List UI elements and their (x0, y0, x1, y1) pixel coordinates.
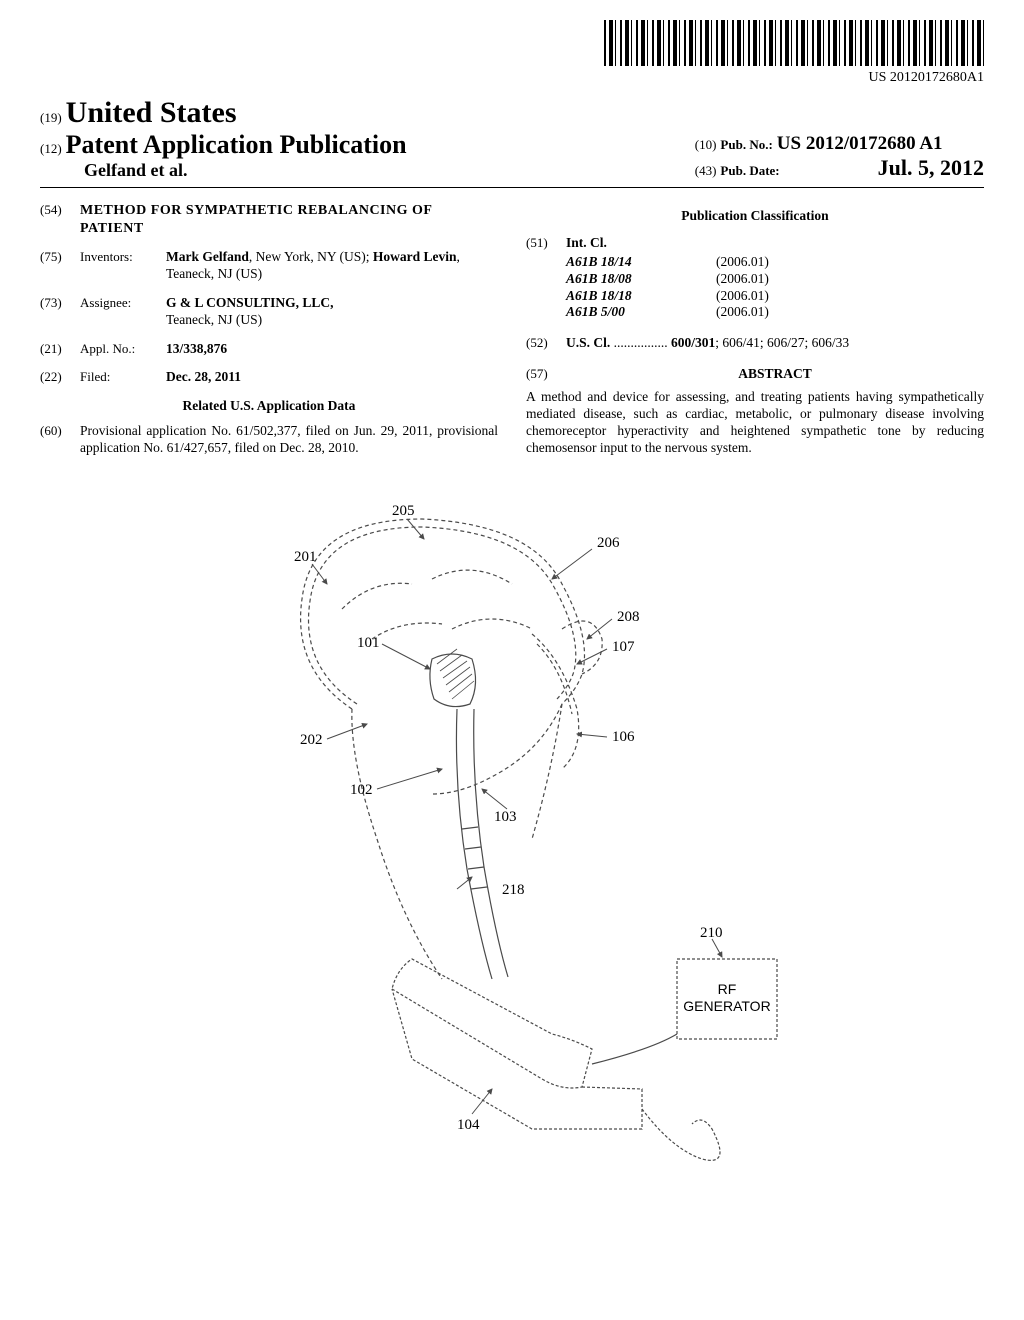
callout-104: 104 (457, 1117, 480, 1133)
header-rule (40, 187, 984, 188)
pubno-label: Pub. No.: (720, 137, 772, 152)
intcl-code: A61B 18/18 (566, 288, 676, 305)
callout-103: 103 (494, 809, 517, 825)
assignee-name: G & L CONSULTING, LLC, (166, 295, 334, 310)
inventor1-name: Mark Gelfand (166, 249, 249, 264)
intcl-code: A61B 5/00 (566, 304, 676, 321)
intcl-code: A61B 18/08 (566, 271, 676, 288)
rf-label-line1: RF (718, 981, 737, 997)
intcl-ver: (2006.01) (716, 304, 769, 321)
inventor1-rest: , New York, NY (US); (249, 249, 373, 264)
code-52: (52) (526, 335, 566, 352)
code-51: (51) (526, 235, 566, 252)
callout-102: 102 (350, 782, 373, 798)
code-57: (57) (526, 366, 566, 383)
callout-210: 210 (700, 925, 723, 941)
invention-title: METHOD FOR SYMPATHETIC REBALANCING OF PA… (80, 202, 498, 237)
callout-205: 205 (392, 503, 415, 519)
header-right: (10) Pub. No.: US 2012/0172680 A1 (43) P… (695, 133, 984, 181)
intcl-ver: (2006.01) (716, 271, 769, 288)
uscl-field: (52) U.S. Cl. ................ 600/301; … (526, 335, 984, 352)
related-data-title: Related U.S. Application Data (40, 398, 498, 415)
callout-208: 208 (617, 609, 640, 625)
publication-type: Patent Application Publication (66, 130, 407, 159)
filed-value: Dec. 28, 2011 (166, 369, 498, 386)
code-75: (75) (40, 249, 80, 283)
right-column: Publication Classification (51) Int. Cl.… (526, 202, 984, 469)
inventor2-name: Howard Levin (373, 249, 457, 264)
authors-line: Gelfand et al. (84, 160, 407, 181)
abstract-label: ABSTRACT (566, 366, 984, 383)
uscl-label: U.S. Cl. (566, 335, 610, 350)
inventors-field: (75) Inventors: Mark Gelfand, New York, … (40, 249, 498, 283)
inventors-value: Mark Gelfand, New York, NY (US); Howard … (166, 249, 498, 283)
pubdate-value: Jul. 5, 2012 (878, 155, 984, 180)
intcl-ver: (2006.01) (716, 254, 769, 271)
callout-106: 106 (612, 729, 635, 745)
title-field: (54) METHOD FOR SYMPATHETIC REBALANCING … (40, 202, 498, 237)
intcl-field: (51) Int. Cl. (526, 235, 984, 252)
country: United States (66, 96, 237, 129)
pubclass-title: Publication Classification (526, 208, 984, 225)
rf-label-line2: GENERATOR (683, 998, 770, 1014)
abstract-text: A method and device for assessing, and t… (526, 389, 984, 457)
callout-206: 206 (597, 535, 620, 551)
assignee-value: G & L CONSULTING, LLC, Teaneck, NJ (US) (166, 295, 498, 329)
abstract-header: (57) ABSTRACT (526, 366, 984, 383)
intcl-code: A61B 18/14 (566, 254, 676, 271)
callout-201: 201 (294, 549, 317, 565)
callout-101: 101 (357, 635, 380, 651)
provisional-text: Provisional application No. 61/502,377, … (80, 423, 498, 457)
code-43: (43) (695, 163, 717, 178)
intcl-table: A61B 18/14(2006.01) A61B 18/08(2006.01) … (566, 254, 984, 322)
barcode-graphic (604, 20, 984, 66)
code-19: (19) (40, 110, 62, 125)
callout-202: 202 (300, 732, 323, 748)
pubdate-label: Pub. Date: (720, 163, 779, 178)
assignee-field: (73) Assignee: G & L CONSULTING, LLC, Te… (40, 295, 498, 329)
filed-field: (22) Filed: Dec. 28, 2011 (40, 369, 498, 386)
barcode-row (40, 20, 984, 66)
intcl-ver: (2006.01) (716, 288, 769, 305)
uscl-dots: ................ (610, 335, 671, 350)
provisional-field: (60) Provisional application No. 61/502,… (40, 423, 498, 457)
uscl-rest: ; 606/41; 606/27; 606/33 (715, 335, 849, 350)
code-21: (21) (40, 341, 80, 358)
uscl-primary: 600/301 (671, 335, 715, 350)
intcl-row: A61B 18/18 (2006.01) (566, 288, 984, 305)
intcl-label: Int. Cl. (566, 235, 984, 252)
header: (19) United States (12) Patent Applicati… (40, 96, 984, 181)
code-73: (73) (40, 295, 80, 329)
callout-107: 107 (612, 639, 635, 655)
code-12: (12) (40, 141, 62, 156)
uscl-value: U.S. Cl. ................ 600/301; 606/4… (566, 335, 984, 352)
applno-value: 13/338,876 (166, 341, 498, 358)
patent-figure: 205 206 201 208 101 107 202 106 102 103 … (232, 489, 792, 1189)
intcl-row: A61B 18/08 (2006.01) (566, 271, 984, 288)
barcode-number: US 20120172680A1 (40, 70, 984, 86)
code-54: (54) (40, 202, 80, 237)
applno-label: Appl. No.: (80, 341, 166, 358)
assignee-label: Assignee: (80, 295, 166, 329)
callout-218: 218 (502, 882, 525, 898)
intcl-row: A61B 5/00 (2006.01) (566, 304, 984, 321)
header-left: (19) United States (12) Patent Applicati… (40, 96, 407, 181)
left-column: (54) METHOD FOR SYMPATHETIC REBALANCING … (40, 202, 498, 469)
code-10: (10) (695, 137, 717, 152)
assignee-rest: Teaneck, NJ (US) (166, 312, 262, 327)
code-22: (22) (40, 369, 80, 386)
filed-label: Filed: (80, 369, 166, 386)
biblio-columns: (54) METHOD FOR SYMPATHETIC REBALANCING … (40, 202, 984, 469)
figure-area: 205 206 201 208 101 107 202 106 102 103 … (40, 489, 984, 1189)
pubno-value: US 2012/0172680 A1 (777, 133, 943, 154)
applno-field: (21) Appl. No.: 13/338,876 (40, 341, 498, 358)
intcl-row: A61B 18/14 (2006.01) (566, 254, 984, 271)
inventors-label: Inventors: (80, 249, 166, 283)
code-60: (60) (40, 423, 80, 457)
